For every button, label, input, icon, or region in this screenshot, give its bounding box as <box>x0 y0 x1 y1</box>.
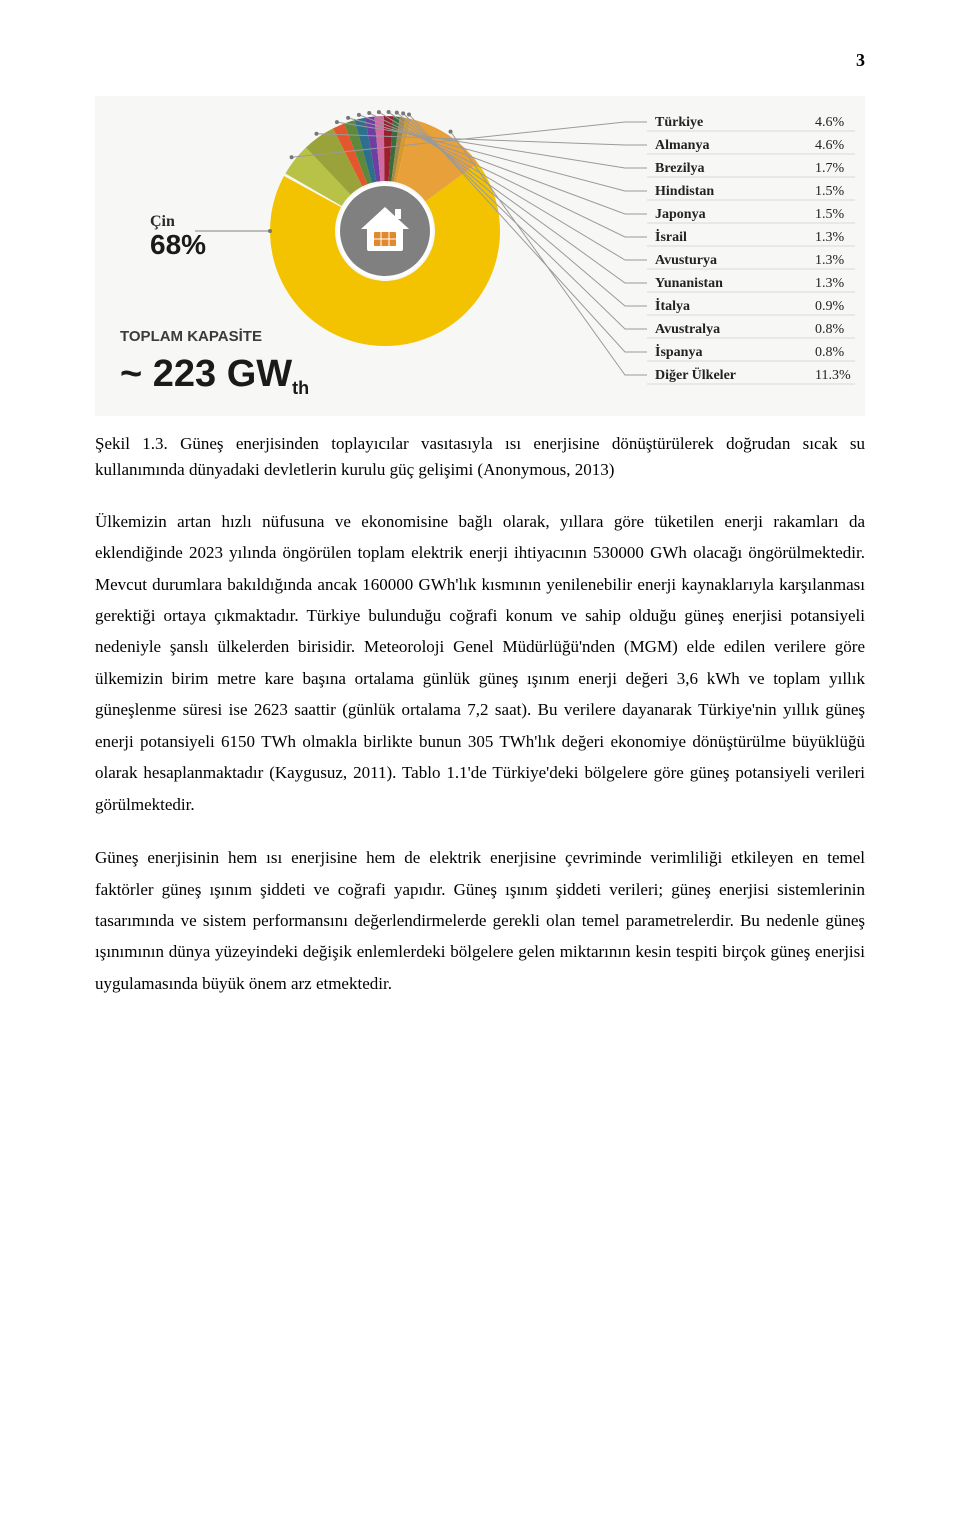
country-pct: 11.3% <box>815 368 851 383</box>
country-name: Diğer Ülkeler <box>655 366 736 383</box>
main-slice-pct: 68% <box>150 229 206 260</box>
country-name: Avusturya <box>655 253 717 268</box>
country-pct: 1.5% <box>815 207 845 222</box>
country-pct: 0.8% <box>815 345 845 360</box>
main-slice-label: Çin <box>150 213 175 230</box>
country-pct: 0.9% <box>815 299 845 314</box>
chart-svg: Çin 68% TOPLAM KAPASİTE ~ 223 GWth Türki… <box>95 96 865 416</box>
country-pct: 1.3% <box>815 253 845 268</box>
country-pct: 1.5% <box>815 184 845 199</box>
page-number: 3 <box>95 50 865 71</box>
country-pct: 1.3% <box>815 230 845 245</box>
country-name: Türkiye <box>655 115 703 130</box>
country-name: Brezilya <box>655 161 705 176</box>
country-name: Avustralya <box>655 322 720 337</box>
country-name: İspanya <box>655 343 702 360</box>
country-name: Japonya <box>655 207 706 222</box>
paragraph-2: Güneş enerjisinin hem ısı enerjisine hem… <box>95 842 865 999</box>
total-capacity-value: ~ 223 GWth <box>120 353 309 398</box>
country-name: Almanya <box>655 138 709 153</box>
country-name: İtalya <box>655 297 690 314</box>
country-pct: 0.8% <box>815 322 845 337</box>
country-pct: 1.3% <box>815 276 845 291</box>
country-name: Yunanistan <box>655 276 723 291</box>
country-pct: 1.7% <box>815 161 845 176</box>
figure-caption: Şekil 1.3. Güneş enerjisinden toplayıcıl… <box>95 431 865 484</box>
paragraph-1: Ülkemizin artan hızlı nüfusuna ve ekonom… <box>95 506 865 820</box>
country-pct: 4.6% <box>815 138 845 153</box>
country-pct: 4.6% <box>815 115 845 130</box>
country-name: Hindistan <box>655 184 714 199</box>
solar-capacity-pie-chart: Çin 68% TOPLAM KAPASİTE ~ 223 GWth Türki… <box>95 96 865 416</box>
total-capacity-label: TOPLAM KAPASİTE <box>120 328 262 345</box>
country-name: İsrail <box>655 228 687 245</box>
